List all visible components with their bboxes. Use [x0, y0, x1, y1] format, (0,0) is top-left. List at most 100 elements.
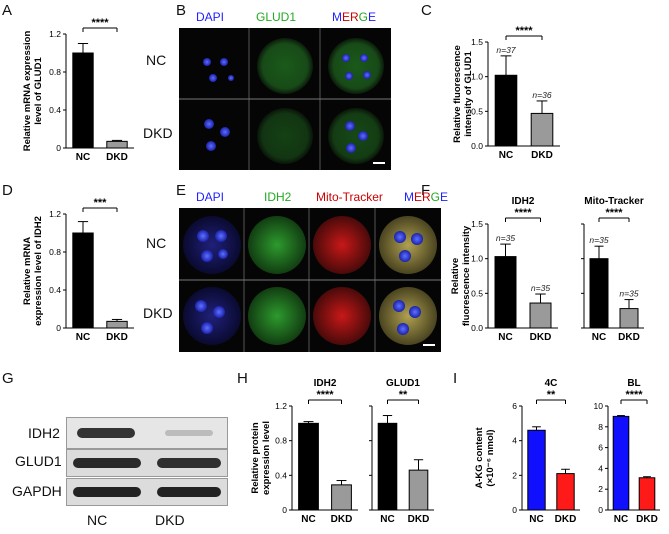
lane-label-dkd: DKD	[155, 512, 185, 528]
bar-d-nc	[72, 232, 94, 329]
y-tick-label-i2: 8	[598, 422, 603, 432]
blot-strip-idh2	[66, 417, 228, 449]
x-tick-label-a: DKD	[106, 152, 128, 163]
channel-label-merge: MERGE	[332, 10, 377, 24]
channel-label-idh2: IDH2	[264, 190, 292, 204]
y-tick-label-i1: 0	[512, 505, 517, 515]
bar-f2-dkd	[619, 308, 639, 329]
significance-label-c: ****	[515, 25, 533, 37]
x-tick-label-h2: DKD	[408, 514, 430, 525]
channel-label-glud1: GLUD1	[256, 10, 297, 24]
row-label-dkd: DKD	[143, 125, 173, 141]
y-tick-label-c: 1.0	[471, 72, 483, 82]
x-tick-label-c: DKD	[531, 150, 553, 161]
x-tick-label-h2: NC	[380, 514, 394, 525]
y-tick-label-f1: 0.5	[471, 288, 483, 298]
y-axis-label-a: Relative mRNA expression	[22, 31, 33, 152]
y-tick-label-c: 1.5	[471, 37, 483, 47]
n-label-f2: n=35	[619, 289, 638, 299]
chart-title-h2: GLUD1	[386, 378, 420, 389]
y-axis-label-c: Relative fluorescence	[452, 45, 463, 143]
x-tick-label-h1: DKD	[331, 514, 353, 525]
y-tick-label-i1: 4	[512, 436, 517, 446]
n-label-f1: n=35	[531, 283, 550, 293]
x-tick-label-d: DKD	[106, 332, 128, 343]
chart-title-i2: BL	[627, 378, 640, 389]
row-label-nc: NC	[146, 52, 167, 68]
x-tick-label-d: NC	[76, 332, 90, 343]
bar-i2-nc	[612, 415, 630, 511]
y-tick-label-h1: 0.8	[275, 436, 287, 446]
y-tick-label-a: 1.2	[49, 29, 61, 39]
panel-letter-d: D	[2, 182, 13, 199]
y-axis-label-h1: expression level	[261, 421, 272, 495]
y-axis-label-f1: Relative	[450, 258, 461, 294]
y-axis-label-f1: fluorescence intensity	[461, 225, 472, 326]
y-tick-label-i2: 4	[598, 463, 603, 473]
significance-label-i2: ****	[625, 389, 643, 401]
bar-c-dkd	[530, 112, 554, 147]
blot-strip-glud1	[66, 449, 228, 477]
x-tick-label-f1: DKD	[530, 332, 552, 343]
significance-label-i1: **	[547, 389, 556, 401]
x-tick-label-i2: NC	[614, 514, 628, 525]
channel-label-dapi: DAPI	[196, 10, 225, 24]
y-tick-label-h1: 1.2	[275, 401, 287, 411]
bar-i2-dkd	[638, 477, 656, 511]
significance-label-f2: ****	[605, 207, 623, 219]
panel-letter-c: C	[421, 2, 432, 19]
bar-h2-dkd	[408, 469, 429, 511]
bar-a-dkd	[106, 140, 128, 149]
y-axis-label-a: level of GLUD1	[33, 57, 44, 125]
y-tick-label-d: 0.4	[49, 285, 61, 295]
bar-i1-dkd	[556, 473, 575, 511]
x-tick-label-h1: NC	[301, 514, 315, 525]
significance-label-d: ***	[94, 197, 108, 209]
panel-letter-e: E	[176, 182, 187, 199]
y-tick-label-a: 0.8	[49, 67, 61, 77]
y-tick-label-c: 0.0	[471, 141, 483, 151]
y-tick-label-f1: 1.0	[471, 254, 483, 264]
significance-label-a: ****	[91, 17, 109, 29]
y-tick-label-i2: 2	[598, 484, 603, 494]
channel-label-dapi-e: DAPI	[196, 190, 225, 204]
bar-f2-nc	[589, 258, 609, 329]
bar-h1-dkd	[331, 484, 352, 511]
n-label-f1: n=35	[496, 233, 515, 243]
y-tick-label-c: 0.5	[471, 106, 483, 116]
row-label-dkd-e: DKD	[143, 305, 173, 321]
y-axis-label-i1: A-KG content	[474, 427, 485, 489]
x-tick-label-a: NC	[76, 152, 90, 163]
chart-title-f2: Mito-Tracker	[584, 196, 644, 207]
y-tick-label-d: 0	[56, 323, 61, 333]
y-axis-label-d: expression level of IDH2	[33, 216, 44, 326]
row-label-nc-e: NC	[146, 235, 167, 251]
x-tick-label-i1: DKD	[555, 514, 577, 525]
n-label-f2: n=35	[589, 235, 608, 245]
panel-letter-g: G	[2, 370, 14, 387]
blot-strip-gapdh	[66, 478, 228, 506]
x-tick-label-f1: NC	[498, 332, 512, 343]
micrograph-b-image	[179, 28, 391, 170]
y-tick-label-d: 0.8	[49, 247, 61, 257]
micrograph-e-image	[179, 208, 441, 352]
lane-label-nc: NC	[87, 512, 108, 528]
panel-letter-a: A	[2, 2, 13, 19]
y-axis-label-d: Relative mRNA	[22, 237, 33, 305]
y-tick-label-i1: 2	[512, 470, 517, 480]
channel-label-mito-tracker: Mito-Tracker	[316, 190, 383, 204]
micrograph-grid-b	[179, 28, 391, 170]
bar-c-nc	[494, 74, 518, 147]
y-axis-label-c: intensity of GLUD1	[463, 51, 474, 137]
y-tick-label-a: 0	[56, 143, 61, 153]
chart-title-i1: 4C	[545, 378, 558, 389]
bar-d-dkd	[106, 320, 128, 329]
bar-h2-nc	[377, 422, 398, 511]
bar-f1-nc	[494, 256, 517, 329]
band-label-glud1: GLUD1	[15, 453, 62, 469]
panel-letter-i: I	[453, 370, 458, 387]
panel-letter-h: H	[237, 370, 248, 387]
band-label-idh2: IDH2	[28, 425, 60, 441]
y-tick-label-h1: 0.4	[275, 470, 287, 480]
